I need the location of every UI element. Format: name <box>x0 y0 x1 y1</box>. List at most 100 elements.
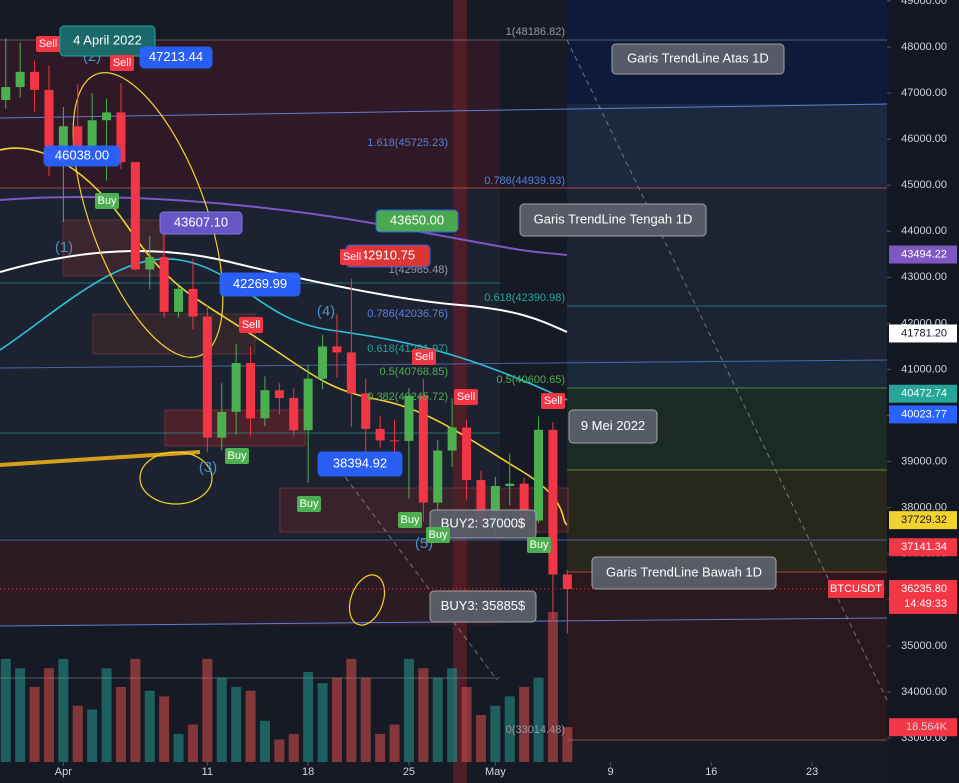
x-tick-label: 16 <box>705 766 717 778</box>
candle-body <box>116 112 126 163</box>
candle-body <box>260 390 270 419</box>
volume-bar <box>288 733 299 762</box>
volume-bar <box>274 739 285 762</box>
candle-body <box>159 257 169 312</box>
annotation-box <box>219 272 301 297</box>
price-label: 40472.74 <box>901 388 947 400</box>
moving-averages <box>0 72 568 626</box>
zone <box>567 104 887 188</box>
last-price-box <box>889 579 957 614</box>
candle-body <box>390 440 400 442</box>
candle-body <box>346 352 356 394</box>
annotation-text: 38394.92 <box>333 455 387 470</box>
volume-bar <box>29 687 40 762</box>
y-tick-label: 44000.00 <box>901 225 947 237</box>
annotation-box <box>519 203 707 237</box>
volume-bar <box>317 683 328 762</box>
candle-body <box>145 257 155 270</box>
candle-body <box>289 398 299 431</box>
price-label-bg <box>889 538 957 557</box>
candle-body <box>130 162 140 270</box>
volume-bar <box>216 677 227 762</box>
fib-label: 0.382(40245.72) <box>367 391 448 403</box>
candle-body <box>361 393 371 429</box>
volume-bar <box>144 690 155 762</box>
zone <box>567 360 887 388</box>
signal-bg <box>398 512 422 528</box>
volume-bar <box>259 720 270 762</box>
annotation-box <box>375 209 459 233</box>
price-label: 37729.32 <box>901 514 947 526</box>
box <box>164 409 306 447</box>
last-price: 36235.80 <box>901 583 947 595</box>
volume-bar <box>159 696 170 762</box>
candle-body <box>505 483 515 487</box>
volume-bar <box>115 687 126 762</box>
volume-bar <box>231 687 242 762</box>
candle-body <box>433 450 443 503</box>
signal-label: Sell <box>457 391 475 403</box>
volume-bar <box>519 687 530 762</box>
symbol: BTCUSDT <box>830 583 882 595</box>
volume-label-bg <box>889 718 957 737</box>
signal-bg <box>225 448 249 464</box>
annotation-text: 43607.10 <box>174 214 228 229</box>
volume-bar <box>389 724 400 762</box>
candle-body <box>404 395 414 441</box>
volume-bar <box>432 677 443 762</box>
candle-body <box>174 288 184 312</box>
annotation-text: Garis TrendLine Tengah 1D <box>534 211 693 226</box>
annotation-text: 4 April 2022 <box>73 32 142 47</box>
annotation-text: Garis TrendLine Bawah 1D <box>606 564 762 579</box>
y-tick-label: 49000.00 <box>901 0 947 7</box>
signal-bg <box>95 193 119 209</box>
volume-bar <box>130 658 141 762</box>
price-label: 41781.20 <box>901 327 947 339</box>
price-label-bg <box>889 324 957 343</box>
last-price-bg <box>828 579 884 598</box>
candle-body <box>274 390 284 399</box>
volume-label: 18.564K <box>906 721 948 733</box>
signal-label: Sell <box>343 251 361 263</box>
candle-body <box>202 316 212 438</box>
candle-body <box>318 346 328 379</box>
annotation-box <box>611 43 785 75</box>
volume-bar <box>87 709 98 762</box>
annotation-box <box>429 509 537 539</box>
signal-bg <box>541 393 565 409</box>
annotation-text: Garis TrendLine Atas 1D <box>627 50 769 65</box>
candle-body <box>562 574 572 589</box>
volume-bar <box>173 733 184 762</box>
signal-bg <box>110 55 134 71</box>
annotation-box <box>568 409 658 444</box>
annotation-text: 46038.00 <box>55 147 109 162</box>
annotation-box <box>591 556 777 590</box>
volume-bar <box>101 668 112 762</box>
x-tick-label: 23 <box>806 766 818 778</box>
volume-bar <box>43 668 54 762</box>
candle-body <box>30 71 40 90</box>
candle-body <box>534 429 544 521</box>
price-label-bg <box>889 384 957 403</box>
zone <box>567 470 887 572</box>
fib-label: 0.786(44939.93) <box>484 175 565 187</box>
fib-label: 0.5(40600.65) <box>497 374 566 386</box>
annotation-box <box>43 145 121 167</box>
volume-bar <box>303 672 314 762</box>
signal-label: Sell <box>113 57 131 69</box>
candle-body <box>87 120 97 148</box>
volume-bar <box>0 658 11 762</box>
wave-label: (3) <box>199 459 217 476</box>
candle-body <box>44 89 54 161</box>
signal-label: Buy <box>429 529 448 541</box>
annotation-box <box>317 451 403 477</box>
y-tick-label: 34000.00 <box>901 686 947 698</box>
wave-label: (1) <box>55 239 73 256</box>
volume-bar <box>187 724 198 762</box>
volume-bar <box>72 705 83 762</box>
candle-body <box>548 429 558 575</box>
fib-label: 0(33014.48) <box>506 724 565 736</box>
annotation-text: 42269.99 <box>233 276 287 291</box>
volume-bar <box>490 705 501 762</box>
x-tick-label: 25 <box>403 766 415 778</box>
